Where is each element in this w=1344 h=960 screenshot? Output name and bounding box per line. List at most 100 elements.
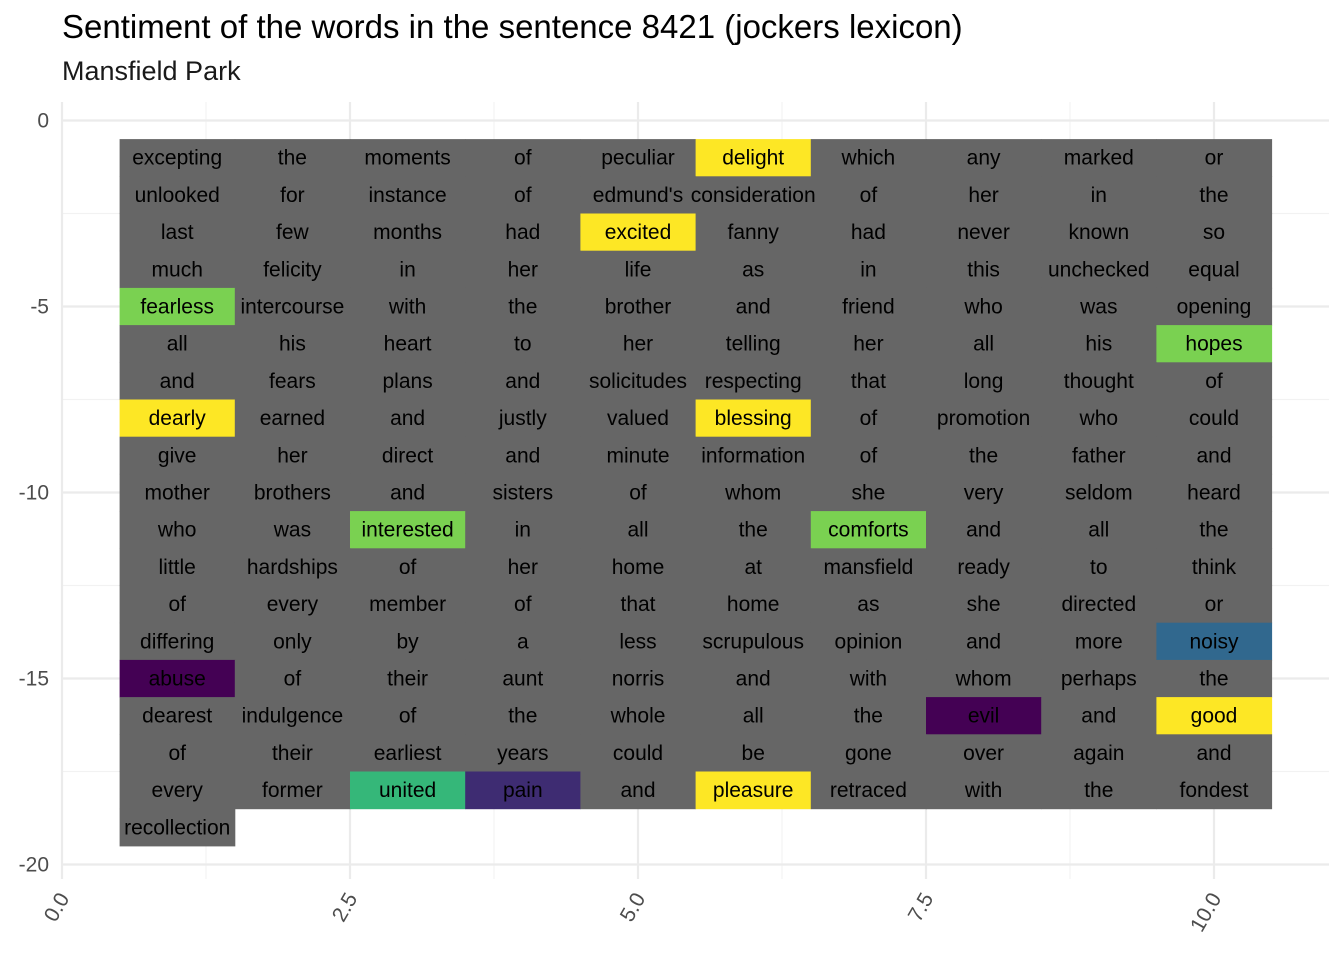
- word-label: so: [1203, 221, 1225, 244]
- word-label: moments: [364, 147, 450, 170]
- word-label: with: [849, 668, 887, 691]
- word-label: hopes: [1185, 333, 1242, 356]
- word-label: only: [273, 630, 312, 653]
- word-label: their: [272, 742, 313, 765]
- word-label: long: [964, 370, 1004, 393]
- word-tile: [1156, 697, 1273, 735]
- word-label: could: [613, 742, 663, 765]
- word-tile: [810, 139, 927, 177]
- word-label: the: [739, 519, 768, 542]
- word-tile: [926, 697, 1042, 735]
- word-label: instance: [368, 184, 446, 207]
- word-label: brother: [605, 296, 672, 319]
- word-tile: [350, 548, 466, 586]
- word-tile: [1041, 325, 1157, 363]
- word-label: consideration: [691, 184, 816, 207]
- word-label: months: [373, 221, 442, 244]
- word-label: her: [277, 444, 307, 467]
- word-label: former: [262, 779, 323, 802]
- word-label: unlooked: [135, 184, 220, 207]
- word-label: thought: [1064, 370, 1134, 393]
- word-label: her: [968, 184, 998, 207]
- word-label: in: [860, 258, 876, 281]
- word-tile: [465, 697, 581, 735]
- word-tile: [234, 697, 351, 735]
- word-tile: [810, 734, 927, 772]
- word-tile: [1041, 362, 1157, 400]
- word-label: felicity: [263, 258, 322, 281]
- word-label: to: [514, 333, 532, 356]
- word-tile: [350, 622, 466, 661]
- word-tile: [350, 771, 466, 810]
- word-label: opening: [1177, 296, 1252, 319]
- word-label: plans: [382, 370, 432, 393]
- word-label: evil: [968, 705, 1000, 728]
- word-tile: [695, 399, 812, 438]
- word-label: the: [1199, 668, 1228, 691]
- word-tile: [1041, 399, 1157, 438]
- word-label: this: [967, 258, 1000, 281]
- word-tile: [119, 250, 236, 289]
- y-tick-label: 0: [37, 110, 49, 133]
- word-tile: [810, 511, 927, 549]
- word-tile: [119, 548, 236, 586]
- word-label: the: [508, 705, 537, 728]
- word-label: who: [1079, 407, 1119, 430]
- word-label: whom: [724, 482, 781, 505]
- word-label: all: [743, 705, 764, 728]
- word-label: every: [152, 779, 204, 802]
- word-tile: [119, 213, 236, 252]
- word-label: and: [966, 630, 1001, 653]
- word-tile: [119, 659, 236, 698]
- word-label: less: [619, 630, 656, 653]
- word-tile: [926, 362, 1042, 400]
- word-tile: [1156, 622, 1273, 661]
- chart-title: Sentiment of the words in the sentence 8…: [62, 8, 963, 45]
- word-label: valued: [607, 407, 669, 430]
- word-label: her: [853, 333, 883, 356]
- word-tile: [580, 585, 697, 624]
- word-label: of: [399, 705, 417, 728]
- word-tile: [695, 287, 812, 326]
- word-tile: [119, 622, 236, 661]
- word-label: delight: [722, 147, 784, 170]
- x-tick-label: 5.0: [616, 889, 651, 926]
- word-tile: [580, 473, 697, 512]
- word-label: few: [276, 221, 310, 244]
- word-label: to: [1090, 556, 1108, 579]
- word-tile: [580, 213, 697, 252]
- word-label: edmund's: [593, 184, 683, 207]
- word-tile: [1156, 362, 1273, 400]
- word-tile: [465, 399, 581, 438]
- word-tile: [695, 771, 812, 810]
- word-label: be: [742, 742, 765, 765]
- word-label: years: [497, 742, 548, 765]
- x-tick-label: 7.5: [904, 889, 939, 926]
- word-tile: [1041, 213, 1157, 252]
- word-tile: [580, 436, 697, 475]
- word-label: the: [508, 296, 537, 319]
- word-tile: [926, 176, 1042, 214]
- y-tick-label: -20: [19, 854, 49, 877]
- word-label: of: [399, 556, 417, 579]
- word-label: and: [390, 482, 425, 505]
- word-tile: [234, 213, 351, 252]
- word-tile: [580, 734, 697, 772]
- word-tile: [234, 362, 351, 400]
- word-tile: [580, 659, 697, 698]
- word-tile: [926, 659, 1042, 698]
- word-label: and: [160, 370, 195, 393]
- word-tile: [465, 213, 581, 252]
- word-label: aunt: [502, 668, 543, 691]
- word-label: his: [279, 333, 306, 356]
- word-label: was: [1079, 296, 1117, 319]
- word-tile: [810, 362, 927, 400]
- word-label: respecting: [705, 370, 802, 393]
- word-label: or: [1205, 593, 1224, 616]
- word-label: information: [701, 444, 805, 467]
- word-label: earliest: [374, 742, 442, 765]
- word-label: united: [379, 779, 436, 802]
- word-tile: [234, 771, 351, 810]
- word-label: of: [860, 184, 878, 207]
- word-tile: [695, 139, 812, 177]
